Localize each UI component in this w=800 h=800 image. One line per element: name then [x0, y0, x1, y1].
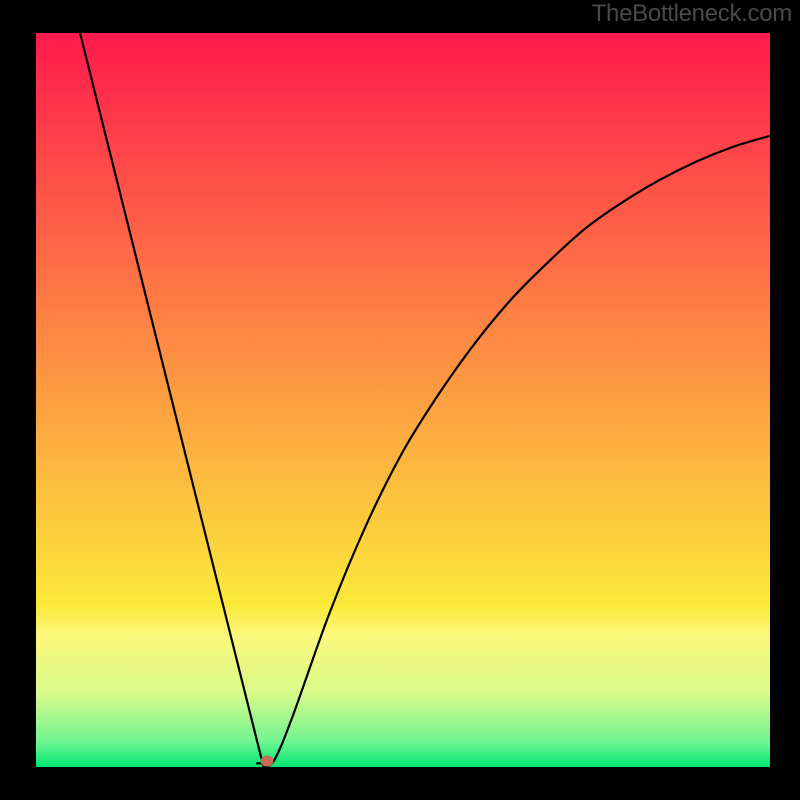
watermark-text: TheBottleneck.com [592, 0, 792, 28]
optimum-marker [261, 756, 274, 767]
bottleneck-curve [36, 33, 770, 767]
plot-area [36, 33, 770, 767]
